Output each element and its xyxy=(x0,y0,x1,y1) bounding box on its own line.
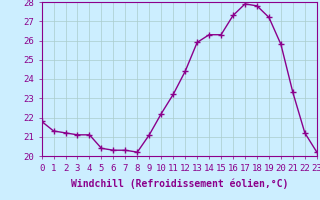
X-axis label: Windchill (Refroidissement éolien,°C): Windchill (Refroidissement éolien,°C) xyxy=(70,178,288,189)
